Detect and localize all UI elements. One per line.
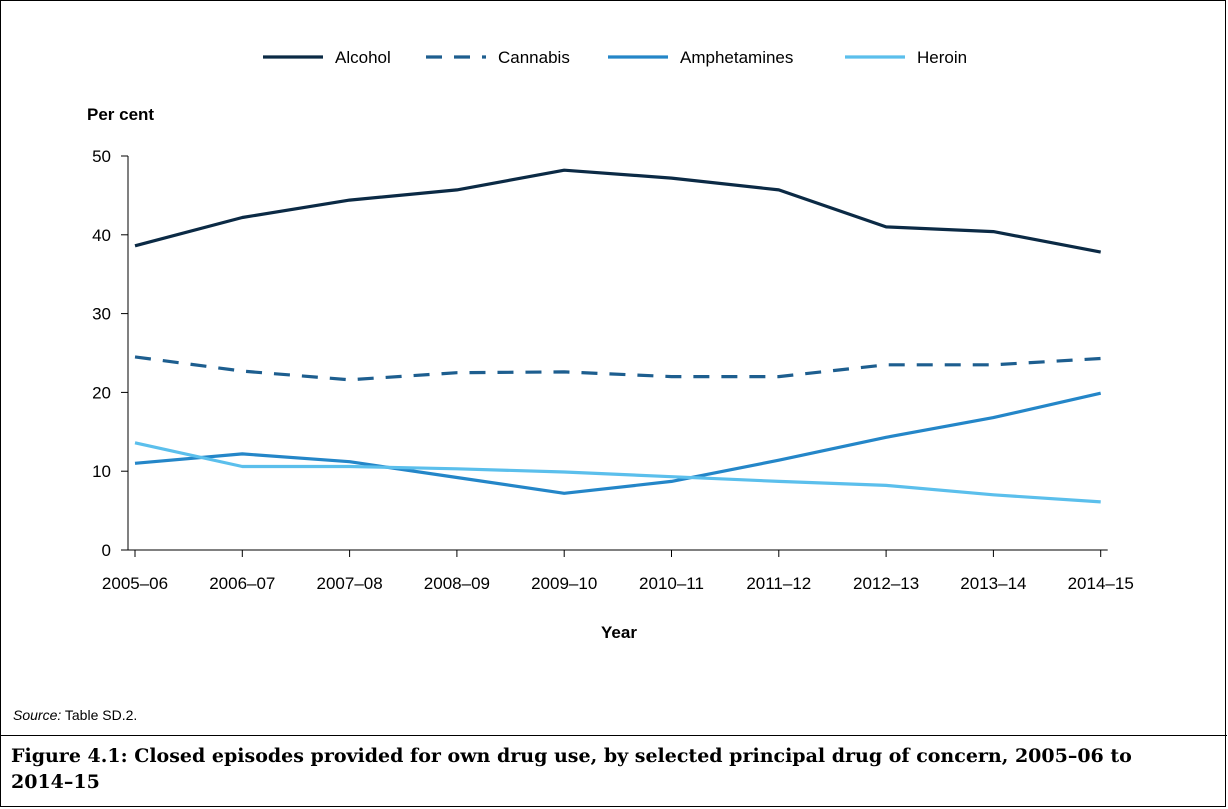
- line-chart: Alcohol Cannabis Amphetamines Heroin Per ce…: [87, 48, 1134, 642]
- legend-label-cannabis: Cannabis: [498, 48, 570, 67]
- legend-label-alcohol: Alcohol: [335, 48, 391, 67]
- x-tick-label: 2012–13: [853, 574, 919, 593]
- y-tick-label: 50: [92, 147, 111, 166]
- y-tick-label: 20: [92, 383, 111, 402]
- series-lines: [134, 168, 1102, 504]
- x-axis-label: Year: [601, 623, 637, 642]
- caption-divider: [1, 735, 1227, 736]
- x-tick-label: 2013–14: [960, 574, 1026, 593]
- x-tick-label: 2010–11: [639, 574, 704, 593]
- x-tick-label: 2005–06: [102, 574, 168, 593]
- y-axis-label: Per cent: [87, 105, 154, 124]
- source-text: Table SD.2.: [61, 707, 138, 723]
- x-tick-label: 2006–07: [209, 574, 275, 593]
- series-line-heroin: [134, 441, 1101, 504]
- x-tick-label: 2014–15: [1068, 574, 1134, 593]
- x-tick-label: 2007–08: [317, 574, 383, 593]
- axes: 0 10 20 30 40 50 2005–06 2006–07 2007–08 2008–09 2…: [92, 147, 1134, 593]
- series-line-alcohol: [134, 168, 1102, 254]
- x-tick-label: 2009–10: [531, 574, 597, 593]
- figure-caption: Figure 4.1: Closed episodes provided for…: [11, 745, 1132, 793]
- legend-label-heroin: Heroin: [917, 48, 967, 67]
- legend-label-amphetamines: Amphetamines: [680, 48, 793, 67]
- y-tick-label: 40: [92, 226, 111, 245]
- x-tick-label: 2008–09: [424, 574, 490, 593]
- y-tick-label: 30: [92, 305, 111, 324]
- x-tick-label: 2011–12: [746, 574, 811, 593]
- series-line-amphetamines: [134, 391, 1102, 495]
- y-tick-label: 0: [102, 541, 111, 560]
- series-line-cannabis: [134, 355, 1101, 382]
- legend: Alcohol Cannabis Amphetamines Heroin: [263, 48, 967, 67]
- source-note: Source: Table SD.2.: [13, 707, 137, 723]
- source-label: Source:: [13, 707, 62, 723]
- y-tick-label: 10: [92, 462, 111, 481]
